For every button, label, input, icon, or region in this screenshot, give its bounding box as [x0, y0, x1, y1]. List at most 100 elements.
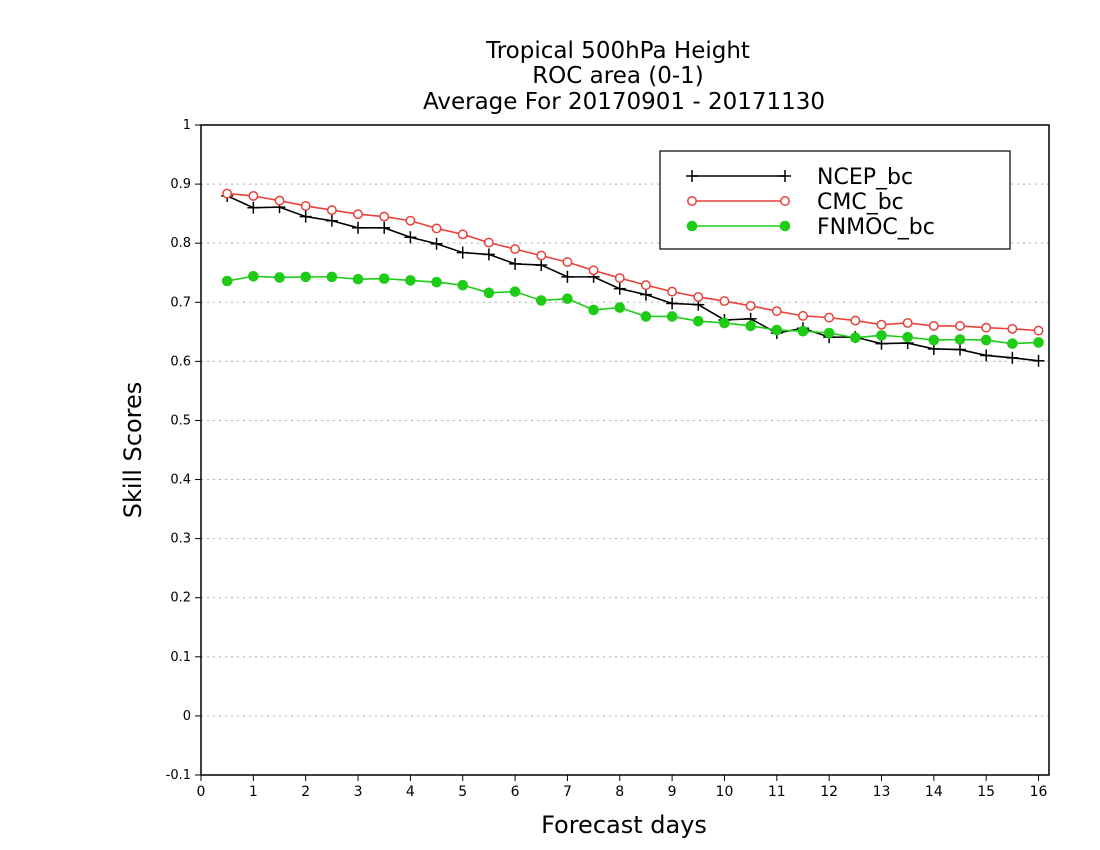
- y-tick-label: 1: [183, 118, 191, 133]
- data-point-ncep-bc: [299, 210, 312, 223]
- series-cmc-bc: [222, 188, 1044, 336]
- x-tick-label: 7: [563, 784, 572, 800]
- data-point-cmc-bc: [824, 312, 835, 323]
- plot-frame: [200, 124, 1050, 776]
- data-point-cmc-bc: [300, 201, 311, 211]
- y-tick-label: 0.2: [170, 591, 191, 606]
- x-tick-label: 2: [301, 784, 310, 800]
- data-point-ncep-bc: [1032, 354, 1045, 367]
- y-tick-label: 0.6: [170, 354, 191, 369]
- x-tick-label: 12: [820, 784, 838, 800]
- legend-item-fnmoc-bc: FNMOC_bc: [686, 215, 935, 240]
- data-point-cmc-bc: [719, 296, 730, 307]
- data-point-fnmoc-bc: [274, 272, 285, 283]
- chart-title-line-1: Tropical 500hPa Height: [485, 38, 750, 64]
- x-tick-label: 9: [668, 784, 677, 800]
- data-point-ncep-bc: [1006, 351, 1019, 364]
- data-point-fnmoc-bc: [300, 271, 311, 283]
- chart-title-line-2: ROC area (0-1): [532, 63, 704, 89]
- data-point-cmc-bc: [248, 190, 259, 201]
- grid-lines: [201, 183, 1049, 717]
- data-point-cmc-bc: [928, 320, 939, 331]
- data-point-ncep-bc: [456, 246, 469, 259]
- legend-marker: [779, 170, 791, 182]
- data-point-fnmoc-bc: [902, 331, 913, 343]
- data-point-cmc-bc: [902, 318, 913, 328]
- legend-label: FNMOC_bc: [817, 215, 935, 240]
- chart-title-line-3: Average For 20170901 - 20171130: [423, 89, 825, 115]
- data-point-fnmoc-bc: [535, 295, 547, 306]
- y-tick-label: 0.8: [170, 236, 191, 251]
- x-axis-label: Forecast days: [541, 811, 707, 839]
- data-point-cmc-bc: [667, 286, 678, 297]
- data-point-ncep-bc: [954, 343, 967, 356]
- y-tick-label: 0.3: [170, 532, 191, 547]
- x-tick-label: 11: [768, 784, 786, 800]
- series-line-fnmoc-bc: [227, 275, 1039, 345]
- y-tick-label: 0.7: [170, 295, 191, 310]
- x-tick-label: 1: [249, 784, 258, 800]
- data-point-fnmoc-bc: [483, 287, 495, 299]
- data-point-ncep-bc: [247, 201, 260, 214]
- x-tick-label: 8: [615, 784, 624, 800]
- data-point-cmc-bc: [876, 319, 887, 330]
- data-point-cmc-bc: [640, 280, 651, 291]
- legend-item-ncep-bc: NCEP_bc: [686, 165, 913, 190]
- y-tick-label: 0.1: [170, 650, 191, 665]
- data-point-cmc-bc: [771, 306, 782, 317]
- data-point-ncep-bc: [666, 297, 679, 310]
- data-point-cmc-bc: [693, 292, 704, 302]
- data-point-fnmoc-bc: [745, 320, 756, 332]
- y-tick-label: 0: [183, 709, 191, 724]
- data-point-fnmoc-bc: [640, 311, 652, 322]
- data-point-cmc-bc: [379, 211, 390, 222]
- data-point-cmc-bc: [745, 300, 756, 311]
- legend-label: CMC_bc: [817, 190, 904, 215]
- legend-marker: [686, 220, 698, 232]
- data-point-cmc-bc: [955, 320, 965, 331]
- data-point-ncep-bc: [613, 282, 626, 295]
- data-point-cmc-bc: [353, 209, 363, 220]
- data-point-fnmoc-bc: [692, 315, 704, 327]
- data-point-ncep-bc: [430, 237, 443, 250]
- data-point-cmc-bc: [850, 315, 861, 326]
- data-point-fnmoc-bc: [457, 279, 469, 291]
- data-point-cmc-bc: [588, 265, 599, 276]
- data-point-cmc-bc: [431, 223, 442, 234]
- legend-marker: [780, 196, 790, 206]
- data-point-fnmoc-bc: [562, 293, 573, 305]
- x-tick-label: 13: [873, 784, 891, 800]
- data-point-cmc-bc: [326, 205, 337, 216]
- data-point-cmc-bc: [274, 195, 285, 206]
- x-tick-label: 10: [716, 784, 734, 800]
- x-tick-label: 15: [977, 784, 995, 800]
- data-point-fnmoc-bc: [771, 324, 783, 336]
- data-point-fnmoc-bc: [666, 311, 678, 322]
- data-point-cmc-bc: [510, 244, 521, 255]
- y-axis-label: Skill Scores: [119, 382, 147, 519]
- x-tick-label: 5: [458, 784, 467, 800]
- x-tick-label: 6: [511, 784, 520, 800]
- data-point-ncep-bc: [561, 270, 574, 283]
- data-point-ncep-bc: [639, 288, 652, 301]
- data-point-ncep-bc: [378, 221, 391, 234]
- data-point-fnmoc-bc: [850, 332, 861, 344]
- data-point-cmc-bc: [562, 257, 573, 268]
- data-point-fnmoc-bc: [823, 327, 835, 339]
- data-point-cmc-bc: [483, 237, 494, 248]
- data-point-fnmoc-bc: [719, 317, 730, 329]
- data-point-fnmoc-bc: [1033, 337, 1044, 348]
- data-point-ncep-bc: [509, 257, 522, 270]
- data-point-ncep-bc: [980, 349, 993, 362]
- data-point-fnmoc-bc: [588, 304, 599, 316]
- data-point-ncep-bc: [352, 221, 365, 234]
- data-point-ncep-bc: [482, 248, 495, 261]
- x-tick-label: 3: [354, 784, 363, 800]
- data-point-cmc-bc: [457, 229, 468, 240]
- x-tick-label: 0: [197, 784, 206, 800]
- legend-marker: [687, 196, 697, 206]
- data-point-fnmoc-bc: [1007, 338, 1018, 349]
- data-point-fnmoc-bc: [928, 334, 940, 346]
